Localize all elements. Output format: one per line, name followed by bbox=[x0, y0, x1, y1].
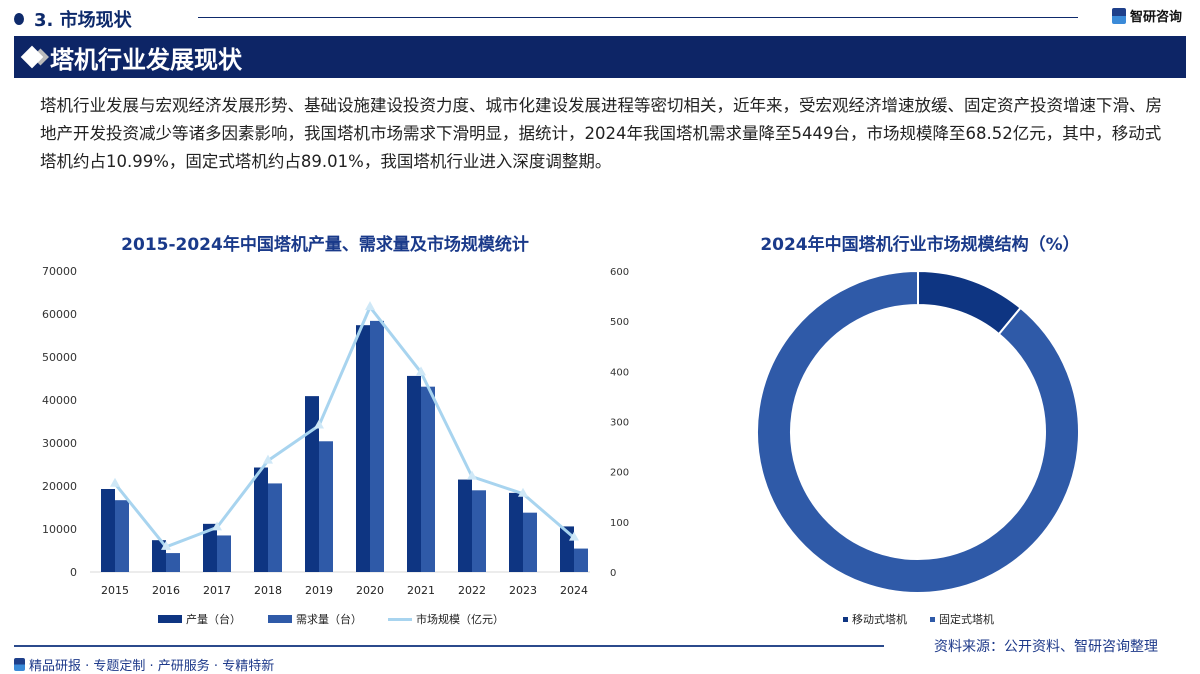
x-tick: 2023 bbox=[509, 584, 537, 597]
legend-production: 产量（台） bbox=[158, 611, 241, 627]
y-left-tick: 60000 bbox=[42, 308, 77, 321]
market-size-marker bbox=[416, 366, 426, 376]
banner-title: 塔机行业发展现状 bbox=[50, 45, 242, 74]
bar-production bbox=[254, 467, 268, 572]
y-right-tick: 400 bbox=[610, 367, 629, 378]
y-left-tick: 0 bbox=[70, 566, 77, 579]
market-size-marker bbox=[365, 301, 375, 311]
x-tick: 2016 bbox=[152, 584, 180, 597]
bar-production bbox=[203, 523, 217, 572]
market-size-marker bbox=[212, 521, 222, 531]
market-size-marker bbox=[314, 419, 324, 429]
donut-slice-fixed bbox=[756, 269, 1080, 594]
bar-production bbox=[101, 489, 115, 572]
logo-icon bbox=[1111, 7, 1126, 24]
x-tick: 2024 bbox=[560, 584, 588, 597]
y-right-tick: 0 bbox=[610, 568, 616, 579]
description-paragraph: 塔机行业发展与宏观经济发展形势、基础设施建设投资力度、城市化建设发展进程等密切相… bbox=[40, 96, 1162, 171]
source-note: 资料来源：公开资料、智研咨询整理 bbox=[934, 639, 1158, 655]
bar-production bbox=[560, 526, 574, 572]
legend-swatch bbox=[930, 616, 935, 622]
legend-label: 市场规模（亿元） bbox=[416, 613, 504, 626]
legend-fixed: 固定式塔机 bbox=[930, 611, 994, 627]
bar-demand bbox=[421, 386, 435, 572]
x-tick: 2021 bbox=[407, 584, 435, 597]
market-size-marker bbox=[263, 454, 273, 464]
legend-label: 固定式塔机 bbox=[939, 613, 994, 626]
donut-slice-mobile bbox=[917, 269, 1022, 336]
section-title: 3. 市场现状 bbox=[34, 10, 132, 31]
y-right-tick: 600 bbox=[610, 267, 629, 278]
legend-swatch bbox=[158, 615, 182, 623]
y-left-tick: 70000 bbox=[42, 265, 77, 278]
bar-demand bbox=[268, 483, 282, 572]
x-tick: 2017 bbox=[203, 584, 231, 597]
section-heading: 3. 市场现状 bbox=[14, 6, 132, 32]
y-left-tick: 40000 bbox=[42, 394, 77, 407]
x-tick: 2022 bbox=[458, 584, 486, 597]
bar-demand bbox=[166, 553, 180, 572]
bar-production bbox=[509, 492, 523, 572]
bullet-icon bbox=[14, 13, 24, 25]
footer-divider bbox=[14, 645, 884, 647]
x-tick: 2020 bbox=[356, 584, 384, 597]
bar-demand bbox=[574, 548, 588, 572]
bar-demand bbox=[472, 490, 486, 572]
y-right-tick: 200 bbox=[610, 468, 629, 479]
bar-demand bbox=[523, 512, 537, 572]
legend-swatch bbox=[268, 615, 292, 623]
x-tick: 2018 bbox=[254, 584, 282, 597]
brand-logo: 智研咨询 bbox=[1111, 6, 1182, 25]
x-tick: 2015 bbox=[101, 584, 129, 597]
market-size-marker bbox=[467, 470, 477, 480]
legend-label: 产量（台） bbox=[186, 613, 241, 626]
legend-swatch bbox=[388, 617, 412, 621]
market-size-marker bbox=[518, 487, 528, 497]
banner: 塔机行业发展现状 bbox=[14, 36, 1186, 78]
y-left-tick: 30000 bbox=[42, 437, 77, 450]
legend-mobile: 移动式塔机 bbox=[843, 611, 907, 627]
bar-production bbox=[305, 396, 319, 572]
y-right-tick: 100 bbox=[610, 518, 629, 529]
legend-demand: 需求量（台） bbox=[268, 611, 362, 627]
bar-chart-title: 2015-2024年中国塔机产量、需求量及市场规模统计 bbox=[121, 235, 529, 255]
y-left-tick: 10000 bbox=[42, 523, 77, 536]
bar-production bbox=[458, 479, 472, 572]
market-size-line bbox=[113, 304, 575, 549]
bar-demand bbox=[319, 441, 333, 572]
y-left-tick: 50000 bbox=[42, 351, 77, 364]
bar-demand bbox=[217, 535, 231, 572]
bar-demand bbox=[370, 320, 384, 572]
bar-production bbox=[407, 375, 421, 572]
donut-chart-title: 2024年中国塔机行业市场规模结构（%） bbox=[760, 235, 1080, 255]
legend-label: 需求量（台） bbox=[296, 613, 362, 626]
legend-market: 市场规模（亿元） bbox=[388, 611, 504, 627]
y-right-tick: 500 bbox=[610, 317, 629, 328]
legend-swatch bbox=[843, 616, 848, 622]
legend-label: 移动式塔机 bbox=[852, 613, 907, 626]
footer-slogan: 精品研报 · 专题定制 · 产研服务 · 专精特新 bbox=[14, 655, 274, 674]
y-right-tick: 300 bbox=[610, 418, 629, 429]
bar-demand bbox=[115, 500, 129, 572]
logo-icon bbox=[14, 658, 25, 671]
slogan-text: 精品研报 · 专题定制 · 产研服务 · 专精特新 bbox=[29, 659, 275, 674]
market-size-marker bbox=[110, 477, 120, 487]
x-tick: 2019 bbox=[305, 584, 333, 597]
y-left-tick: 20000 bbox=[42, 480, 77, 493]
bar-production bbox=[356, 325, 370, 572]
divider bbox=[198, 17, 1078, 18]
market-size-marker bbox=[569, 531, 579, 541]
brand-name: 智研咨询 bbox=[1129, 10, 1182, 25]
market-size-marker bbox=[161, 540, 171, 550]
